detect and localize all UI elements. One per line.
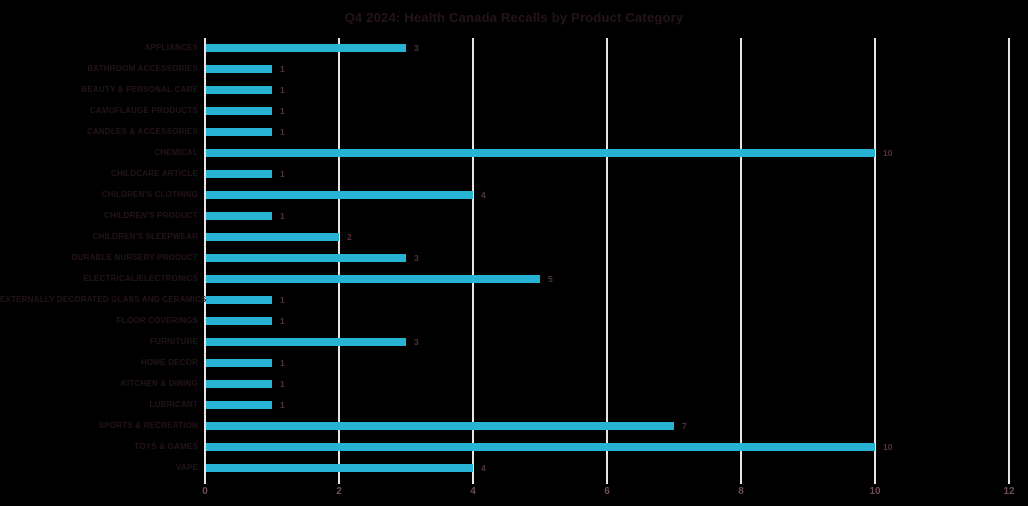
- value-label: 1: [280, 316, 285, 326]
- category-label: KITCHEN & DINING: [121, 379, 198, 388]
- value-label: 3: [414, 253, 419, 263]
- bar: [206, 380, 272, 388]
- value-label: 1: [280, 400, 285, 410]
- value-label: 7: [682, 421, 687, 431]
- value-label: 3: [414, 337, 419, 347]
- bar: [206, 170, 272, 178]
- category-label: CHILDREN'S PRODUCT: [104, 211, 198, 220]
- category-label: CHEMICAL: [154, 148, 198, 157]
- value-label: 1: [280, 358, 285, 368]
- value-label: 1: [280, 127, 285, 137]
- bar: [206, 149, 875, 157]
- category-label: SPORTS & RECREATION: [98, 421, 198, 430]
- bar: [206, 401, 272, 409]
- category-label: CHILDREN'S CLOTHING: [101, 190, 198, 199]
- bar: [206, 443, 875, 451]
- category-label: EXTERNALLY DECORATED GLASS AND CERAMICS: [0, 295, 207, 304]
- value-label: 1: [280, 85, 285, 95]
- bar: [206, 338, 406, 346]
- value-label: 1: [280, 106, 285, 116]
- x-tick-label: 4: [470, 486, 476, 497]
- bar: [206, 65, 272, 73]
- category-label: DURABLE NURSERY PRODUCT: [71, 253, 198, 262]
- x-tick-label: 10: [869, 486, 881, 497]
- bar: [206, 275, 540, 283]
- value-label: 1: [280, 295, 285, 305]
- category-label: LUBRICANT: [149, 400, 198, 409]
- category-label: CHILDREN'S SLEEPWEAR: [92, 232, 198, 241]
- category-label: VAPE: [176, 463, 198, 472]
- value-label: 4: [481, 190, 486, 200]
- category-label: BATHROOM ACCESSORIES: [87, 64, 198, 73]
- bar: [206, 296, 272, 304]
- bar: [206, 422, 674, 430]
- bar: [206, 233, 339, 241]
- bar: [206, 128, 272, 136]
- value-label: 3: [414, 43, 419, 53]
- bar: [206, 317, 272, 325]
- value-label: 10: [883, 148, 893, 158]
- bar: [206, 254, 406, 262]
- bar: [206, 212, 272, 220]
- category-label: APPLIANCES: [144, 43, 198, 52]
- x-tick-label: 0: [202, 486, 208, 497]
- category-label: CHILDCARE ARTICLE: [110, 169, 198, 178]
- value-label: 1: [280, 64, 285, 74]
- category-label: HOME DÉCOR: [140, 358, 198, 367]
- value-label: 2: [347, 232, 352, 242]
- x-tick-label: 6: [604, 486, 610, 497]
- gridline-x-6: [606, 38, 608, 484]
- x-tick-label: 2: [336, 486, 342, 497]
- chart-title: Q4 2024: Health Canada Recalls by Produc…: [344, 10, 684, 25]
- category-label: TOYS & GAMES: [134, 442, 198, 451]
- bar: [206, 107, 272, 115]
- category-label: FURNITURE: [149, 337, 198, 346]
- category-label: CANDLES & ACCESSORIES: [86, 127, 198, 136]
- bar: [206, 191, 473, 199]
- gridline-x-12: [1008, 38, 1010, 484]
- value-label: 1: [280, 379, 285, 389]
- gridline-x-4: [472, 38, 474, 484]
- value-label: 1: [280, 211, 285, 221]
- x-tick-label: 12: [1003, 486, 1015, 497]
- gridline-x-10: [874, 38, 876, 484]
- value-label: 4: [481, 463, 486, 473]
- x-tick-label: 8: [738, 486, 744, 497]
- value-label: 10: [883, 442, 893, 452]
- category-label: BEAUTY & PERSONAL CARE: [81, 85, 198, 94]
- bar: [206, 44, 406, 52]
- category-label: FLOOR COVERINGS: [116, 316, 198, 325]
- value-label: 1: [280, 169, 285, 179]
- gridline-x-8: [740, 38, 742, 484]
- category-label: ELECTRICAL/ELECTRONICS: [83, 274, 198, 283]
- gridline-x-0: [204, 38, 206, 484]
- bar: [206, 359, 272, 367]
- category-label: CAMOFLAUGE PRODUCTS: [89, 106, 198, 115]
- bar: [206, 86, 272, 94]
- bar: [206, 464, 473, 472]
- value-label: 5: [548, 274, 553, 284]
